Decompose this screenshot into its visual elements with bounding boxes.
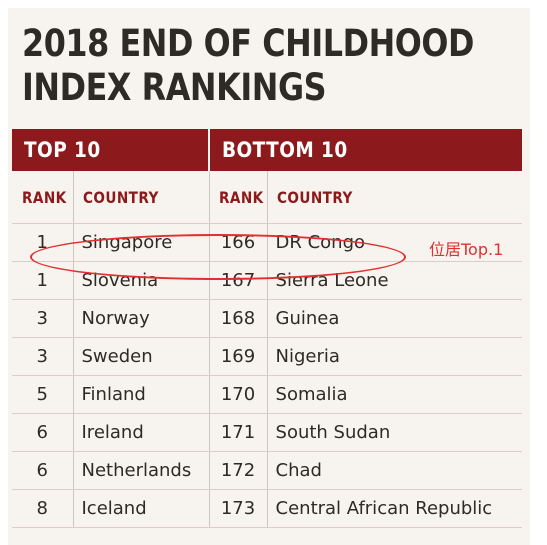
top-rank-cell: 3: [12, 299, 74, 338]
top-rank-cell: 8: [12, 489, 74, 528]
table-row: 3 Sweden 169 Nigeria: [12, 337, 523, 376]
top-rank-cell: 5: [12, 375, 74, 414]
table-row: 8 Iceland 173 Central African Republic: [12, 489, 523, 528]
top-country-cell: Norway: [73, 299, 210, 338]
rankings-body: 1 Singapore 166 DR Congo 1 Slovenia 167 Sierra …: [12, 223, 523, 528]
infographic-title: 2018 END OF CHILDHOOD INDEX RANKINGS: [22, 22, 474, 110]
section-header-row: TOP 10 BOTTOM 10: [12, 129, 523, 171]
bottom-rank-cell: 167: [209, 261, 268, 300]
bottom-country-cell: DR Congo: [267, 223, 523, 262]
top-country-column-header: COUNTRY: [73, 171, 210, 224]
top-rank-column-header: RANK: [12, 171, 74, 224]
bottom-rank-cell: 171: [209, 413, 268, 452]
top-10-header: TOP 10: [12, 129, 210, 171]
top-rank-cell: 1: [12, 223, 74, 262]
table-row: 6 Ireland 171 South Sudan: [12, 413, 523, 452]
bottom-rank-cell: 169: [209, 337, 268, 376]
top-country-cell: Slovenia: [73, 261, 210, 300]
bottom-rank-cell: 168: [209, 299, 268, 338]
bottom-rank-column-header: RANK: [209, 171, 268, 224]
title-line-1: 2018 END OF CHILDHOOD: [22, 22, 474, 65]
rankings-table: TOP 10 BOTTOM 10 RANK COUNTRY RANK COUNT…: [12, 129, 523, 528]
top-rank-cell: 6: [12, 413, 74, 452]
table-row: 3 Norway 168 Guinea: [12, 299, 523, 338]
bottom-country-cell: Chad: [267, 451, 523, 490]
title-line-2: INDEX RANKINGS: [22, 66, 327, 109]
bottom-country-cell: Guinea: [267, 299, 523, 338]
bottom-rank-cell: 170: [209, 375, 268, 414]
bottom-country-cell: Somalia: [267, 375, 523, 414]
column-header-row: RANK COUNTRY RANK COUNTRY: [12, 171, 523, 224]
table-row: 1 Slovenia 167 Sierra Leone: [12, 261, 523, 300]
bottom-rank-cell: 172: [209, 451, 268, 490]
top-country-cell: Finland: [73, 375, 210, 414]
bottom-rank-cell: 166: [209, 223, 268, 262]
top-rank-cell: 3: [12, 337, 74, 376]
bottom-country-cell: Sierra Leone: [267, 261, 523, 300]
bottom-country-cell: Nigeria: [267, 337, 523, 376]
top-country-cell: Sweden: [73, 337, 210, 376]
table-row: 6 Netherlands 172 Chad: [12, 451, 523, 490]
annotation-label: 位居Top.1: [429, 240, 504, 259]
top-rank-cell: 6: [12, 451, 74, 490]
bottom-country-column-header: COUNTRY: [267, 171, 523, 224]
top-country-cell: Iceland: [73, 489, 210, 528]
bottom-10-header: BOTTOM 10: [208, 129, 523, 171]
top-country-cell: Singapore: [73, 223, 210, 262]
bottom-rank-cell: 173: [209, 489, 268, 528]
table-row: 1 Singapore 166 DR Congo: [12, 223, 523, 262]
bottom-country-cell: Central African Republic: [267, 489, 523, 528]
top-rank-cell: 1: [12, 261, 74, 300]
table-row: 5 Finland 170 Somalia: [12, 375, 523, 414]
top-country-cell: Netherlands: [73, 451, 210, 490]
bottom-country-cell: South Sudan: [267, 413, 523, 452]
top-country-cell: Ireland: [73, 413, 210, 452]
